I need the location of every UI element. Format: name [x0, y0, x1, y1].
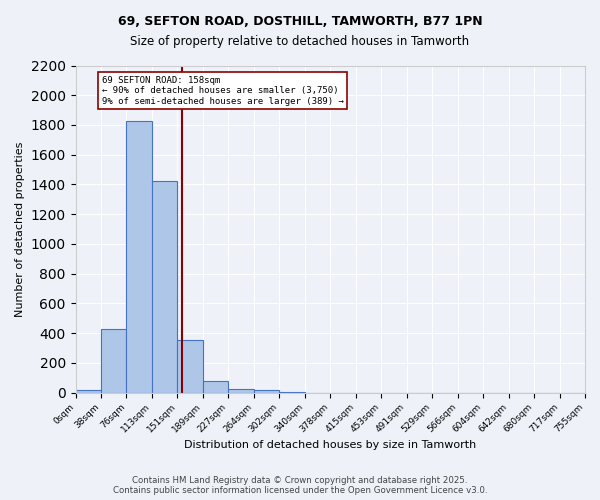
Bar — [254, 390, 280, 392]
Bar — [127, 120, 152, 392]
Bar — [76, 390, 101, 392]
Text: 69, SEFTON ROAD, DOSTHILL, TAMWORTH, B77 1PN: 69, SEFTON ROAD, DOSTHILL, TAMWORTH, B77… — [118, 15, 482, 28]
Text: Contains public sector information licensed under the Open Government Licence v3: Contains public sector information licen… — [113, 486, 487, 495]
Text: Size of property relative to detached houses in Tamworth: Size of property relative to detached ho… — [130, 35, 470, 48]
Bar — [152, 182, 178, 392]
Y-axis label: Number of detached properties: Number of detached properties — [15, 142, 25, 317]
Text: 69 SEFTON ROAD: 158sqm
← 90% of detached houses are smaller (3,750)
9% of semi-d: 69 SEFTON ROAD: 158sqm ← 90% of detached… — [101, 76, 344, 106]
Bar — [101, 328, 127, 392]
X-axis label: Distribution of detached houses by size in Tamworth: Distribution of detached houses by size … — [184, 440, 476, 450]
Bar — [203, 382, 229, 392]
Bar — [229, 389, 254, 392]
Text: Contains HM Land Registry data © Crown copyright and database right 2025.: Contains HM Land Registry data © Crown c… — [132, 476, 468, 485]
Bar — [178, 340, 203, 392]
